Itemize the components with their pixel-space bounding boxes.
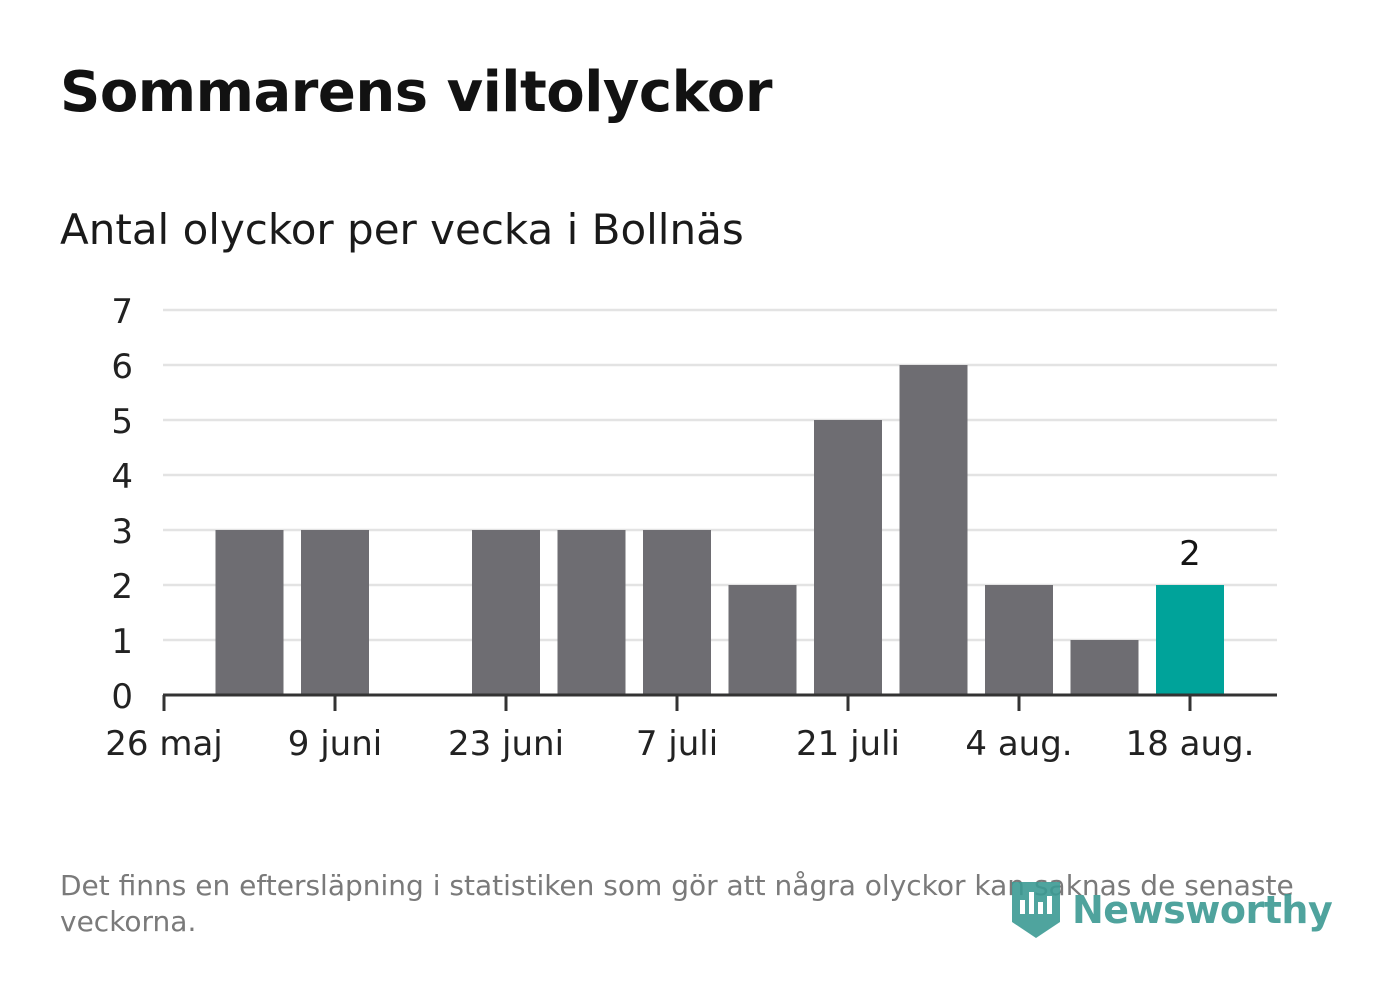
bar [472, 530, 540, 695]
chart-subtitle: Antal olyckor per vecka i Bollnäs [60, 205, 744, 254]
bar [899, 365, 968, 695]
bar [1156, 585, 1224, 695]
y-tick-label: 4 [111, 457, 133, 497]
y-tick-label: 5 [111, 402, 133, 442]
y-tick-label: 3 [111, 512, 133, 552]
bar [1070, 640, 1139, 695]
newsworthy-logo-icon [1012, 882, 1060, 938]
bar [557, 530, 626, 695]
logo-text: Newsworthy [1072, 888, 1333, 932]
bar [643, 530, 711, 695]
x-tick-label: 21 juli [796, 724, 900, 764]
x-tick-label: 4 aug. [965, 724, 1072, 764]
bar [814, 420, 882, 695]
y-tick-label: 1 [111, 622, 133, 662]
x-tick-label: 23 juni [448, 724, 564, 764]
x-tick-label: 18 aug. [1126, 724, 1255, 764]
x-tick-label: 26 maj [105, 724, 222, 764]
footnote: Det finns en eftersläpning i statistiken… [60, 869, 1294, 938]
chart-title: Sommarens viltolyckor [60, 60, 772, 125]
newsworthy-logo: Newsworthy [1010, 878, 1333, 942]
y-tick-label: 6 [111, 347, 133, 387]
y-tick-label: 2 [111, 567, 133, 607]
x-axis-labels: 26 maj 9 juni 23 juni 7 juli 21 juli 4 aug. 18… [105, 724, 1254, 764]
x-tick-label: 9 juni [288, 724, 382, 764]
y-tick-label: 7 [111, 292, 133, 332]
y-tick-label: 0 [111, 677, 133, 717]
x-tick-label: 7 juli [636, 724, 718, 764]
bar [985, 585, 1053, 695]
y-axis-labels: 0 1 2 3 4 5 6 7 [111, 292, 133, 717]
annotations: 2 [1179, 534, 1201, 574]
bars [215, 365, 1224, 695]
bar [728, 585, 797, 695]
bar [301, 530, 369, 695]
bar [215, 530, 284, 695]
x-axis [162, 693, 1277, 711]
highlight-value-label: 2 [1179, 534, 1201, 574]
